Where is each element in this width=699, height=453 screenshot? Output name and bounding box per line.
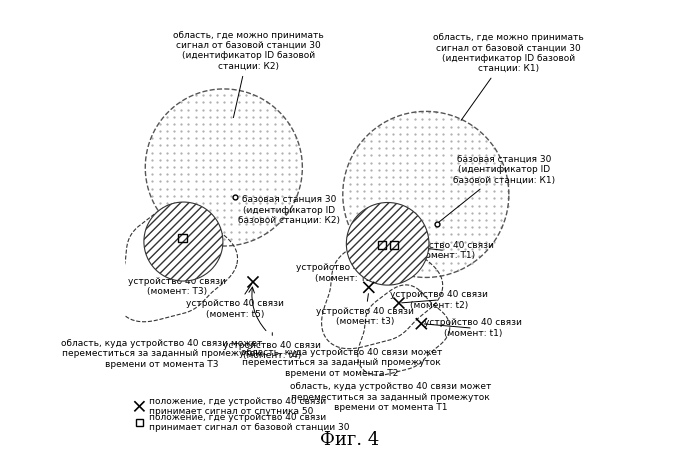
Bar bbox=[390, 241, 398, 249]
Text: область, где можно принимать
сигнал от базовой станции 30
(идентификатор ID базо: область, где можно принимать сигнал от б… bbox=[433, 33, 584, 120]
Text: область, куда устройство 40 связи может
переместиться за заданный промежуток
вре: область, куда устройство 40 связи может … bbox=[62, 339, 263, 369]
Text: область, где можно принимать
сигнал от базовой станции 30
(идентификатор ID базо: область, где можно принимать сигнал от б… bbox=[173, 31, 324, 118]
Text: базовая станция 30
(идентификатор ID
базовой станции: К2): базовая станция 30 (идентификатор ID баз… bbox=[235, 195, 340, 225]
Text: область, куда устройство 40 связи может
переместиться за заданный промежуток
вре: область, куда устройство 40 связи может … bbox=[240, 348, 442, 378]
Text: устройство 40 связи
(момент: t5): устройство 40 связи (момент: t5) bbox=[186, 284, 284, 318]
Text: устройство 40 связи
(момент: Т2): устройство 40 связи (момент: Т2) bbox=[296, 251, 394, 283]
Circle shape bbox=[347, 202, 429, 285]
Bar bbox=[178, 234, 187, 242]
Text: устройство 40 связи
(момент: Т3): устройство 40 связи (момент: Т3) bbox=[128, 246, 226, 296]
Circle shape bbox=[144, 202, 223, 281]
Text: положение, где устройство 40 связи
принимает сигнал от спутника 50: положение, где устройство 40 связи прини… bbox=[150, 396, 326, 416]
Bar bbox=[136, 419, 143, 426]
Text: устройство 40 связи
(момент: t2): устройство 40 связи (момент: t2) bbox=[390, 290, 488, 309]
Text: устройство 40 связи
(момент: t1): устройство 40 связи (момент: t1) bbox=[424, 318, 522, 338]
Text: устройство 40 связи
(момент: t3): устройство 40 связи (момент: t3) bbox=[316, 294, 414, 326]
Text: устройство 40 связи
(момент: t4): устройство 40 связи (момент: t4) bbox=[224, 333, 322, 360]
Text: базовая станция 30
(идентификатор ID
базовой станции: К1): базовая станция 30 (идентификатор ID баз… bbox=[439, 155, 556, 222]
Text: устройство 40 связи
(момент: Т1): устройство 40 связи (момент: Т1) bbox=[396, 241, 494, 260]
Text: область, куда устройство 40 связи может
переместиться за заданный промежуток
вре: область, куда устройство 40 связи может … bbox=[290, 382, 491, 412]
Text: Фиг. 4: Фиг. 4 bbox=[320, 431, 379, 449]
Bar bbox=[378, 241, 387, 249]
Text: положение, где устройство 40 связи
принимает сигнал от базовой станции 30: положение, где устройство 40 связи прини… bbox=[150, 413, 350, 432]
